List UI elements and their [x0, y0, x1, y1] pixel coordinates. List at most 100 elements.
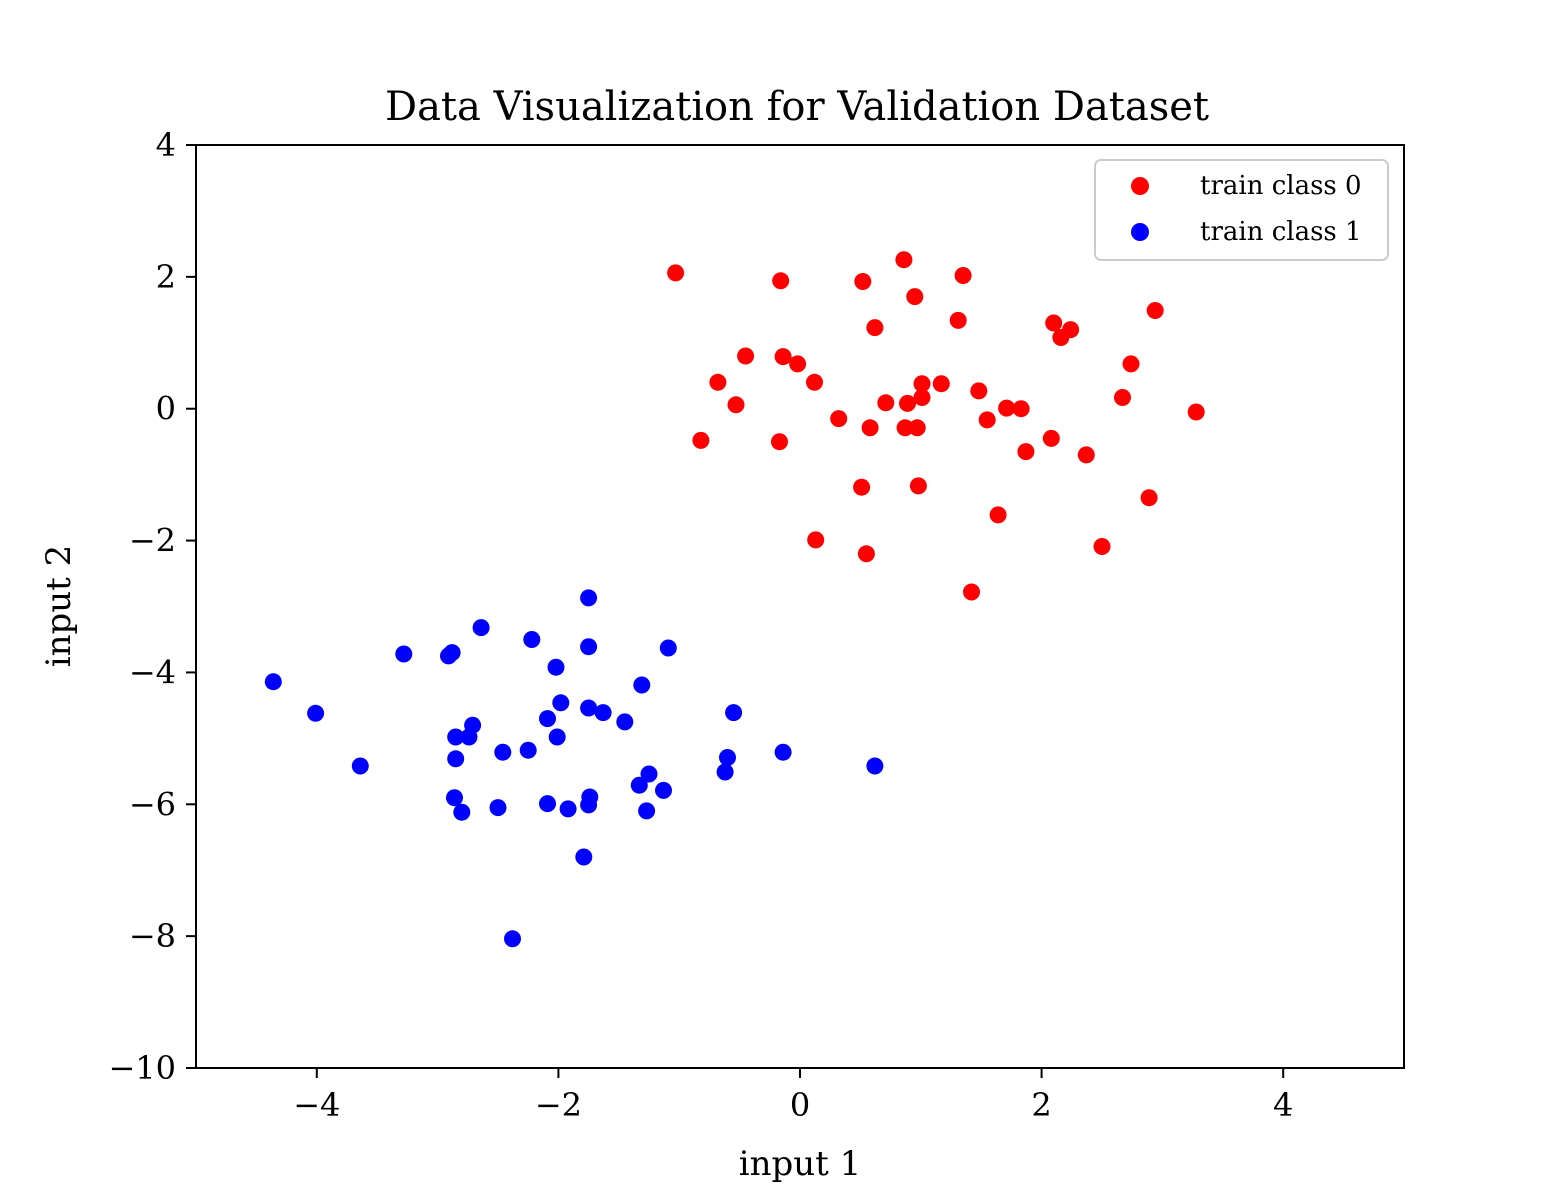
data-point-class-1	[453, 803, 471, 821]
data-point-class-0	[772, 272, 790, 290]
data-point-class-0	[1140, 489, 1158, 507]
data-point-class-1	[494, 743, 512, 761]
legend-label-class-0: train class 0	[1200, 171, 1362, 201]
data-point-class-1	[575, 848, 593, 866]
data-point-class-0	[667, 264, 685, 282]
points-layer	[264, 251, 1205, 948]
data-point-class-1	[659, 639, 677, 657]
y-tick-label: −8	[129, 917, 176, 955]
data-point-class-1	[351, 757, 369, 775]
data-point-class-1	[548, 728, 566, 746]
data-point-class-0	[989, 506, 1007, 524]
data-point-class-1	[307, 704, 325, 722]
data-point-class-0	[1017, 443, 1035, 461]
data-point-class-0	[954, 267, 972, 284]
data-point-class-1	[539, 795, 556, 813]
data-point-class-0	[949, 311, 967, 329]
data-point-class-1	[580, 589, 598, 607]
x-tick-label: 2	[1031, 1086, 1051, 1124]
x-axis-label: input 1	[739, 1144, 862, 1184]
data-point-class-0	[807, 531, 825, 549]
chart-title: Data Visualization for Validation Datase…	[385, 84, 1209, 130]
data-point-class-1	[633, 676, 651, 694]
data-point-class-0	[1045, 314, 1063, 332]
data-point-class-0	[1042, 429, 1060, 447]
data-point-class-0	[1052, 329, 1070, 346]
y-tick-label: −6	[129, 785, 176, 823]
data-point-class-0	[906, 288, 924, 306]
y-tick-label: 0	[156, 390, 176, 428]
data-point-class-0	[854, 273, 872, 290]
data-point-class-0	[998, 399, 1016, 417]
data-point-class-0	[1122, 355, 1140, 373]
data-point-class-0	[1077, 446, 1095, 464]
data-point-class-1	[616, 713, 634, 731]
ticks-layer: −4 −2 0 2 4 −10 −8 −6 −4 −2 0 2 4	[108, 126, 1293, 1124]
data-point-class-1	[580, 796, 598, 814]
data-point-class-1	[866, 757, 884, 775]
legend-marker-class-0	[1131, 177, 1149, 195]
data-point-class-0	[830, 410, 848, 428]
data-point-class-1	[264, 673, 282, 691]
legend-marker-class-1	[1131, 223, 1149, 241]
data-point-class-0	[896, 419, 914, 437]
data-point-class-1	[446, 789, 463, 807]
data-point-class-1	[519, 741, 537, 759]
data-point-class-1	[559, 800, 577, 818]
legend-box	[1094, 159, 1389, 261]
data-point-class-0	[1187, 403, 1205, 421]
data-point-class-0	[1093, 538, 1111, 555]
data-point-class-1	[447, 750, 465, 768]
data-point-class-0	[932, 375, 950, 393]
data-point-class-0	[909, 477, 927, 495]
data-point-class-0	[737, 347, 755, 365]
data-point-class-0	[727, 396, 745, 414]
data-point-class-0	[853, 478, 871, 496]
x-tick-label: 4	[1273, 1086, 1293, 1124]
x-tick-label: −2	[535, 1086, 582, 1124]
data-point-class-1	[655, 781, 672, 799]
data-point-class-0	[895, 251, 913, 269]
x-tick-label: 0	[790, 1086, 810, 1124]
legend: train class 0 train class 1	[1094, 159, 1389, 261]
data-point-class-0	[913, 389, 931, 406]
data-point-class-1	[472, 619, 490, 637]
data-point-class-1	[716, 763, 734, 781]
data-point-class-1	[580, 638, 598, 656]
data-point-class-1	[489, 799, 507, 817]
data-point-class-1	[440, 647, 457, 665]
data-point-class-0	[1012, 400, 1030, 418]
data-point-class-0	[789, 355, 807, 373]
data-point-class-0	[913, 375, 931, 393]
data-point-class-0	[861, 419, 879, 437]
x-tick-label: −4	[293, 1086, 340, 1124]
data-point-class-0	[908, 419, 926, 437]
data-point-class-0	[1114, 389, 1131, 406]
data-point-class-1	[725, 704, 743, 722]
data-point-class-0	[774, 348, 792, 366]
data-point-class-1	[552, 694, 570, 712]
data-point-class-1	[594, 704, 612, 722]
data-point-class-1	[539, 710, 556, 728]
legend-label-class-1: train class 1	[1200, 217, 1362, 247]
y-tick-label: 4	[156, 126, 176, 164]
data-point-class-1	[630, 776, 648, 794]
data-point-class-1	[447, 728, 465, 746]
data-point-class-1	[460, 728, 478, 746]
data-point-class-1	[547, 658, 565, 676]
data-point-class-0	[771, 433, 788, 451]
data-point-class-0	[709, 373, 727, 391]
data-point-class-0	[978, 411, 996, 429]
data-point-class-1	[640, 765, 658, 783]
data-point-class-0	[899, 394, 916, 412]
y-axis-label: input 2	[39, 545, 79, 668]
y-tick-label: −10	[108, 1049, 176, 1087]
data-point-class-1	[504, 930, 521, 948]
data-point-class-0	[806, 373, 823, 391]
plot-frame	[195, 144, 1405, 1069]
data-point-class-1	[580, 699, 598, 717]
data-point-class-1	[638, 802, 656, 820]
y-tick-label: 2	[156, 258, 176, 296]
data-point-class-0	[857, 545, 875, 563]
